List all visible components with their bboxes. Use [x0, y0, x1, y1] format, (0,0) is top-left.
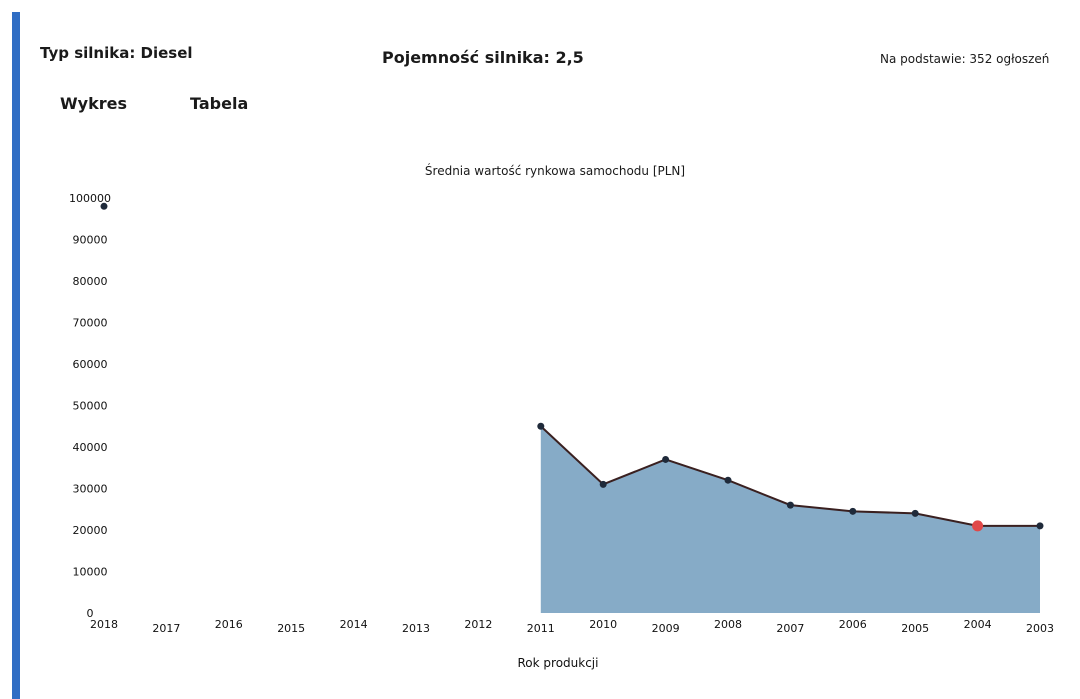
data-point[interactable] [537, 422, 545, 430]
x-tick-label: 2010 [589, 618, 617, 631]
listings-count-note: Na podstawie: 352 ogłoszeń [880, 52, 1050, 66]
x-tick-label: 2007 [776, 622, 804, 635]
x-tick-label: 2008 [714, 618, 742, 631]
data-point[interactable] [599, 480, 607, 488]
x-tick-label: 2013 [402, 622, 430, 635]
y-tick-label: 20000 [73, 524, 108, 537]
data-point[interactable] [911, 509, 919, 517]
y-tick-label: 90000 [73, 234, 108, 247]
y-tick-label: 40000 [73, 441, 108, 454]
y-tick-label: 0 [87, 607, 94, 620]
x-tick-label: 2005 [901, 622, 929, 635]
series-area [540, 426, 1040, 613]
y-tick-label: 100000 [69, 192, 111, 205]
engine-capacity-label: Pojemność silnika: 2,5 [382, 48, 584, 67]
y-tick-label: 70000 [73, 317, 108, 330]
data-point[interactable] [724, 476, 732, 484]
x-tick-label: 2014 [340, 618, 368, 631]
x-tick-label: 2006 [839, 618, 867, 631]
x-tick-label: 2012 [464, 618, 492, 631]
tab-table[interactable]: Tabela [190, 94, 249, 113]
highlighted-data-point[interactable] [972, 520, 984, 532]
chart-title: Średnia wartość rynkowa samochodu [PLN] [425, 163, 685, 178]
x-tick-label: 2015 [277, 622, 305, 635]
y-tick-label: 60000 [73, 358, 108, 371]
x-tick-label: 2004 [964, 618, 992, 631]
data-point[interactable] [1036, 522, 1044, 530]
y-tick-label: 80000 [73, 275, 108, 288]
y-tick-label: 10000 [73, 566, 108, 579]
x-tick-label: 2017 [152, 622, 180, 635]
data-point[interactable] [786, 501, 794, 509]
y-tick-label: 30000 [73, 483, 108, 496]
data-point[interactable] [100, 202, 108, 210]
x-axis-label: Rok produkcji [518, 656, 599, 670]
data-point[interactable] [662, 455, 670, 463]
x-tick-label: 2003 [1026, 622, 1054, 635]
engine-type-label: Typ silnika: Diesel [40, 44, 193, 62]
x-tick-label: 2009 [652, 622, 680, 635]
x-tick-label: 2011 [527, 622, 555, 635]
data-point[interactable] [849, 507, 857, 515]
y-tick-label: 50000 [73, 400, 108, 413]
x-tick-label: 2018 [90, 618, 118, 631]
x-tick-label: 2016 [215, 618, 243, 631]
tab-chart[interactable]: Wykres [60, 94, 127, 113]
accent-bar [12, 12, 20, 699]
